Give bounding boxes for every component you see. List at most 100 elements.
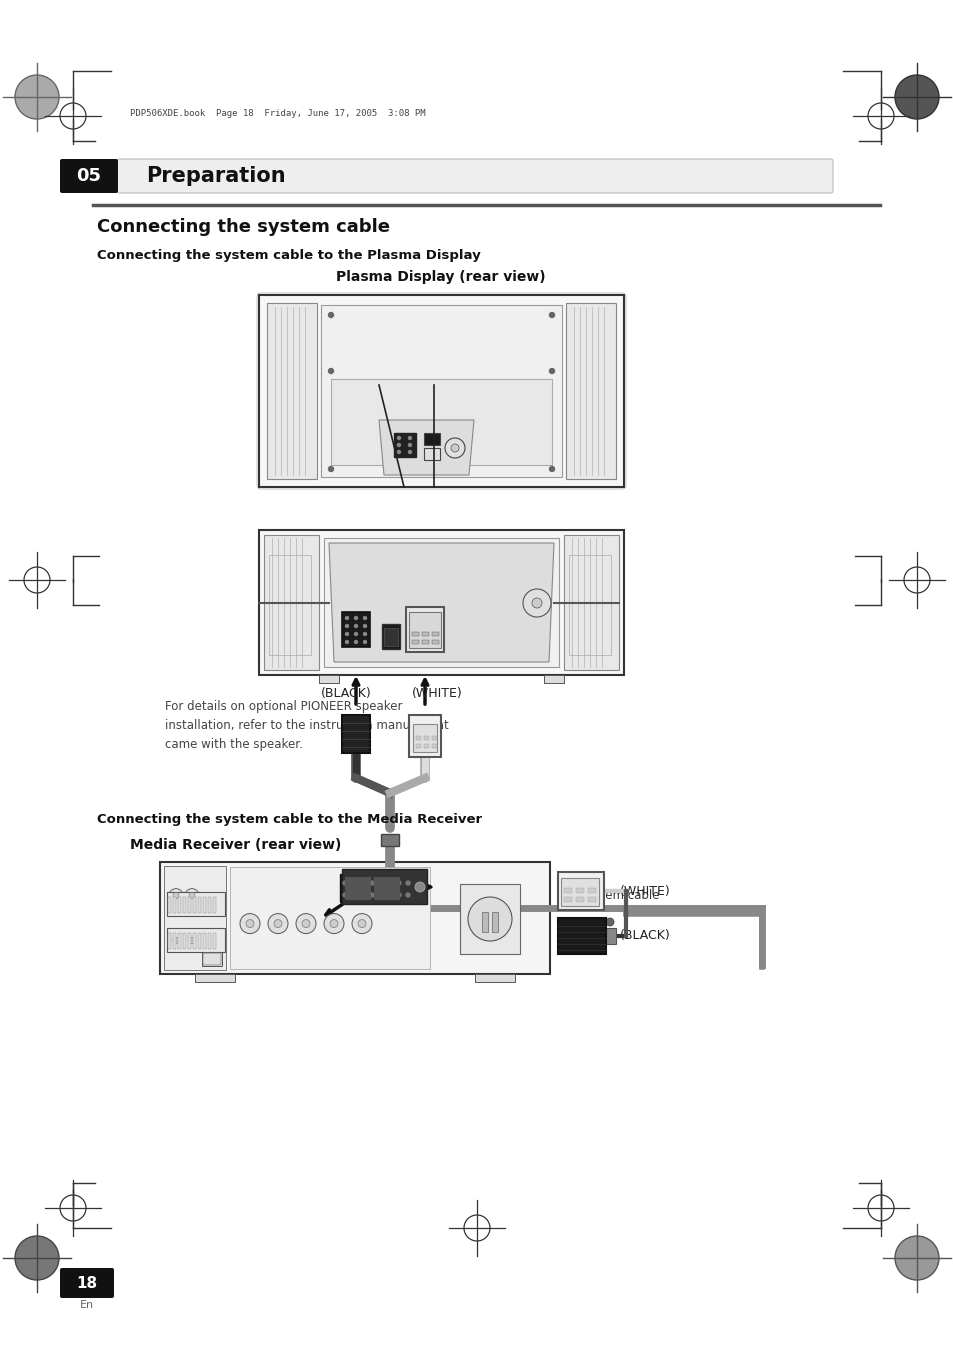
Circle shape — [549, 369, 554, 373]
Bar — [374, 877, 398, 898]
Text: 18: 18 — [76, 1275, 97, 1290]
Bar — [213, 897, 215, 913]
Circle shape — [370, 893, 374, 897]
Circle shape — [605, 917, 614, 925]
Circle shape — [302, 920, 310, 928]
Bar — [341, 715, 370, 753]
Bar — [188, 897, 191, 913]
Bar — [213, 934, 215, 948]
Bar — [324, 538, 558, 667]
Bar — [576, 888, 583, 893]
Bar — [208, 897, 211, 913]
Circle shape — [246, 920, 253, 928]
Circle shape — [363, 616, 366, 620]
Circle shape — [328, 466, 334, 471]
Bar — [318, 676, 338, 684]
FancyBboxPatch shape — [117, 159, 832, 193]
Circle shape — [352, 881, 355, 885]
Text: (BLACK): (BLACK) — [320, 686, 371, 700]
Bar — [563, 888, 572, 893]
Circle shape — [894, 76, 938, 119]
Circle shape — [328, 312, 334, 317]
Circle shape — [345, 640, 348, 643]
Circle shape — [396, 881, 400, 885]
Circle shape — [363, 640, 366, 643]
Bar — [413, 724, 436, 753]
Bar — [172, 934, 175, 948]
Bar — [409, 715, 440, 757]
Circle shape — [352, 893, 355, 897]
Bar — [543, 676, 563, 684]
Circle shape — [355, 632, 357, 635]
Circle shape — [169, 934, 183, 947]
Circle shape — [397, 443, 400, 446]
Bar — [168, 934, 171, 948]
Circle shape — [345, 632, 348, 635]
Bar — [193, 897, 195, 913]
Circle shape — [343, 893, 347, 897]
Bar — [341, 869, 427, 904]
Text: En: En — [80, 1300, 94, 1310]
Circle shape — [406, 881, 410, 885]
Circle shape — [415, 882, 424, 892]
Circle shape — [360, 881, 365, 885]
Bar — [194, 974, 234, 982]
Bar — [481, 912, 488, 932]
Text: Plasma Display (rear view): Plasma Display (rear view) — [335, 270, 545, 284]
Bar — [178, 897, 181, 913]
Bar — [432, 640, 438, 644]
Circle shape — [451, 444, 458, 453]
Bar — [380, 834, 398, 846]
Circle shape — [549, 312, 554, 317]
Circle shape — [15, 76, 59, 119]
Bar — [565, 303, 616, 480]
Bar — [412, 640, 418, 644]
Bar — [183, 897, 186, 913]
Bar — [421, 632, 429, 636]
Bar — [492, 912, 497, 932]
Bar — [341, 612, 370, 647]
Bar — [381, 624, 399, 648]
Circle shape — [397, 450, 400, 454]
Polygon shape — [378, 420, 474, 476]
FancyBboxPatch shape — [60, 159, 118, 193]
Circle shape — [345, 624, 348, 627]
Bar — [345, 877, 370, 898]
Circle shape — [328, 369, 334, 373]
Text: For details on optional PIONEER speaker
installation, refer to the instruction m: For details on optional PIONEER speaker … — [165, 700, 448, 751]
FancyBboxPatch shape — [60, 1269, 113, 1298]
Circle shape — [352, 913, 372, 934]
Bar — [264, 535, 318, 670]
Bar — [432, 632, 438, 636]
Bar — [160, 862, 550, 974]
Bar — [423, 744, 429, 748]
Bar — [198, 934, 201, 948]
Circle shape — [378, 881, 382, 885]
Text: Connecting the system cable: Connecting the system cable — [97, 218, 390, 236]
Circle shape — [363, 624, 366, 627]
Bar — [183, 934, 186, 948]
Bar — [563, 897, 572, 902]
Circle shape — [363, 632, 366, 635]
Bar — [459, 884, 519, 954]
Bar — [258, 295, 623, 486]
Bar — [267, 303, 316, 480]
Circle shape — [324, 913, 344, 934]
Bar — [558, 917, 605, 954]
Circle shape — [169, 889, 183, 902]
Circle shape — [388, 881, 392, 885]
Circle shape — [468, 897, 512, 942]
Circle shape — [355, 624, 357, 627]
Circle shape — [894, 1236, 938, 1279]
Circle shape — [532, 598, 541, 608]
Bar — [432, 744, 436, 748]
Bar — [320, 305, 561, 477]
Bar — [563, 535, 618, 670]
Bar — [230, 867, 430, 969]
Circle shape — [549, 466, 554, 471]
Circle shape — [406, 893, 410, 897]
Text: PDP506XDE.book  Page 18  Friday, June 17, 2005  3:08 PM: PDP506XDE.book Page 18 Friday, June 17, … — [130, 108, 425, 118]
Bar — [421, 640, 429, 644]
Bar — [188, 934, 191, 948]
Bar — [406, 607, 443, 653]
